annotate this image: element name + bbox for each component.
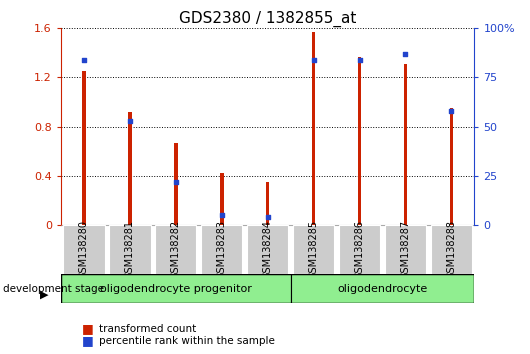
Bar: [82, 71, 86, 225]
Title: GDS2380 / 1382855_at: GDS2380 / 1382855_at: [179, 11, 356, 27]
Text: development stage: development stage: [3, 284, 104, 293]
Bar: [61, 274, 290, 303]
Bar: [220, 173, 224, 225]
Bar: [358, 57, 361, 225]
Bar: [404, 64, 407, 225]
Text: GSM138283: GSM138283: [217, 220, 227, 279]
Bar: [431, 225, 472, 274]
Text: GSM138287: GSM138287: [401, 220, 410, 279]
Text: oligodendrocyte progenitor: oligodendrocyte progenitor: [100, 284, 252, 293]
Bar: [155, 225, 197, 274]
Bar: [201, 225, 242, 274]
Bar: [312, 32, 315, 225]
Bar: [293, 225, 334, 274]
Bar: [63, 225, 104, 274]
Point: [263, 214, 272, 220]
Text: GSM138286: GSM138286: [355, 220, 365, 279]
Bar: [174, 143, 178, 225]
Bar: [339, 225, 380, 274]
Point: [447, 108, 456, 114]
Point: [126, 118, 134, 124]
Text: transformed count: transformed count: [99, 324, 196, 333]
Text: GSM138284: GSM138284: [263, 220, 272, 279]
Text: GSM138280: GSM138280: [79, 220, 89, 279]
Bar: [449, 108, 453, 225]
Bar: [385, 225, 426, 274]
Bar: [109, 225, 151, 274]
Bar: [128, 112, 131, 225]
Bar: [266, 182, 269, 225]
Text: GSM138288: GSM138288: [446, 220, 456, 279]
Point: [310, 57, 318, 63]
Text: GSM138281: GSM138281: [125, 220, 135, 279]
Point: [80, 57, 88, 63]
Point: [355, 57, 364, 63]
Text: ▶: ▶: [40, 290, 48, 299]
Text: GSM138282: GSM138282: [171, 220, 181, 279]
Bar: [247, 225, 288, 274]
Point: [172, 179, 180, 184]
Text: GSM138285: GSM138285: [308, 220, 319, 279]
Point: [217, 212, 226, 218]
Text: ■: ■: [82, 334, 94, 347]
Text: percentile rank within the sample: percentile rank within the sample: [99, 336, 275, 346]
Text: oligodendrocyte: oligodendrocyte: [338, 284, 428, 293]
Point: [401, 51, 410, 57]
Text: ■: ■: [82, 322, 94, 335]
Bar: [290, 274, 474, 303]
